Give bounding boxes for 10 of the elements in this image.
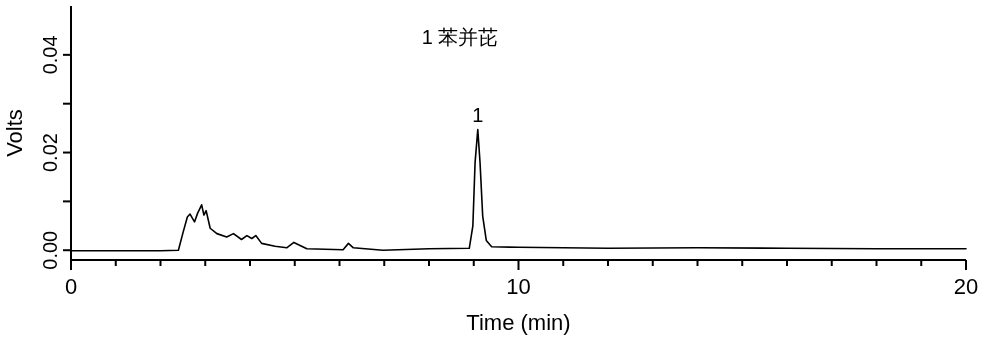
x-tick-label: 20 (953, 274, 979, 299)
x-axis-title: Time (min) (466, 310, 571, 335)
y-tick-label: 0.04 (39, 35, 61, 75)
y-tick-label: 0.00 (39, 230, 61, 270)
y-tick-label: 0.02 (39, 133, 61, 173)
x-tick-label: 0 (64, 274, 78, 299)
y-axis-title: Volts (2, 109, 27, 157)
annotation: 1 (472, 103, 484, 126)
annotation: 1 苯并芘 (421, 26, 499, 48)
x-tick-label: 10 (506, 274, 531, 299)
